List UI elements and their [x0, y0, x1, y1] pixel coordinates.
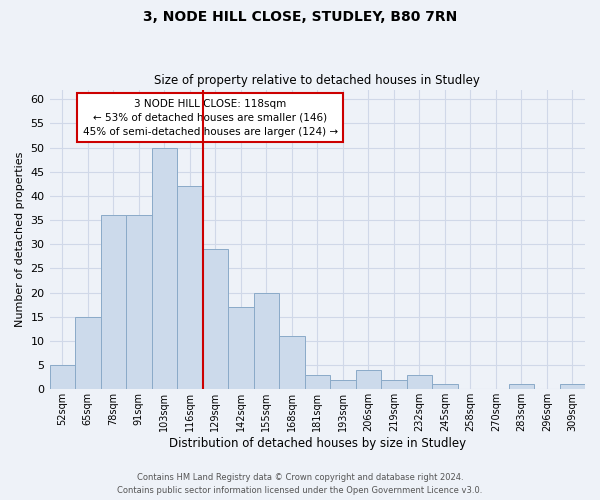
Bar	[228, 307, 254, 390]
Y-axis label: Number of detached properties: Number of detached properties	[15, 152, 25, 327]
X-axis label: Distribution of detached houses by size in Studley: Distribution of detached houses by size …	[169, 437, 466, 450]
Text: 3, NODE HILL CLOSE, STUDLEY, B80 7RN: 3, NODE HILL CLOSE, STUDLEY, B80 7RN	[143, 10, 457, 24]
Bar	[330, 380, 356, 390]
Bar	[177, 186, 203, 390]
Bar	[75, 317, 101, 390]
Bar	[407, 375, 432, 390]
Title: Size of property relative to detached houses in Studley: Size of property relative to detached ho…	[154, 74, 480, 87]
Text: Contains HM Land Registry data © Crown copyright and database right 2024.
Contai: Contains HM Land Registry data © Crown c…	[118, 474, 482, 495]
Bar	[203, 249, 228, 390]
Bar	[509, 384, 534, 390]
Bar	[101, 216, 126, 390]
Text: 3 NODE HILL CLOSE: 118sqm
← 53% of detached houses are smaller (146)
45% of semi: 3 NODE HILL CLOSE: 118sqm ← 53% of detac…	[83, 98, 338, 136]
Bar	[356, 370, 381, 390]
Bar	[152, 148, 177, 390]
Bar	[381, 380, 407, 390]
Bar	[254, 292, 279, 390]
Bar	[305, 375, 330, 390]
Bar	[126, 216, 152, 390]
Bar	[50, 365, 75, 390]
Bar	[432, 384, 458, 390]
Bar	[279, 336, 305, 390]
Bar	[560, 384, 585, 390]
